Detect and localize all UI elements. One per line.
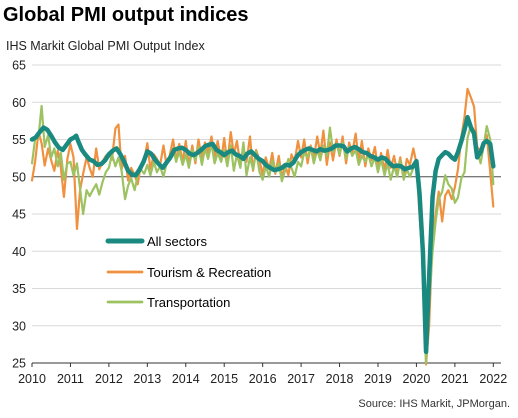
y-tick-label: 45 xyxy=(12,208,26,222)
y-tick-label: 65 xyxy=(12,59,26,73)
y-tick-label: 60 xyxy=(12,96,26,110)
x-tick-label: 2015 xyxy=(210,372,238,386)
x-tick-label: 2019 xyxy=(364,372,392,386)
legend: All sectors Tourism & Recreation Transport… xyxy=(105,234,271,310)
x-tick-label: 2020 xyxy=(403,372,431,386)
series-lines xyxy=(29,87,496,366)
x-tick-label: 2012 xyxy=(95,372,123,386)
y-tick-label: 55 xyxy=(12,133,26,147)
x-tick-label: 2010 xyxy=(18,372,46,386)
y-tick-label: 40 xyxy=(12,245,26,259)
y-tick-label: 50 xyxy=(12,170,26,184)
x-tick-label: 2021 xyxy=(441,372,469,386)
x-tick-label: 2011 xyxy=(57,372,84,386)
y-tick-label: 30 xyxy=(12,319,26,333)
legend-label: Transportation xyxy=(147,295,230,310)
legend-label: Tourism & Recreation xyxy=(147,265,271,280)
gridlines xyxy=(32,64,501,364)
x-tick-label: 2014 xyxy=(172,372,200,386)
x-tick-label: 2022 xyxy=(479,372,507,386)
y-tick-label: 25 xyxy=(12,357,26,371)
x-tick-label: 2013 xyxy=(133,372,161,386)
legend-label: All sectors xyxy=(147,234,207,249)
series-line-all-sectors xyxy=(29,114,496,355)
chart-title: Global PMI output indices xyxy=(3,4,249,26)
x-tick-label: 2017 xyxy=(287,372,315,386)
y-tick-label: 35 xyxy=(12,282,26,296)
x-tick-label: 2018 xyxy=(326,372,354,386)
chart-subtitle: IHS Markit Global PMI Output Index xyxy=(6,39,205,53)
source-note: Source: IHS Markit, JPMorgan. xyxy=(358,398,510,410)
axes: 25 30 35 40 45 50 55 60 65 2010 2011 2012 2013 2014 20… xyxy=(12,59,507,387)
x-tick-label: 2016 xyxy=(249,372,277,386)
